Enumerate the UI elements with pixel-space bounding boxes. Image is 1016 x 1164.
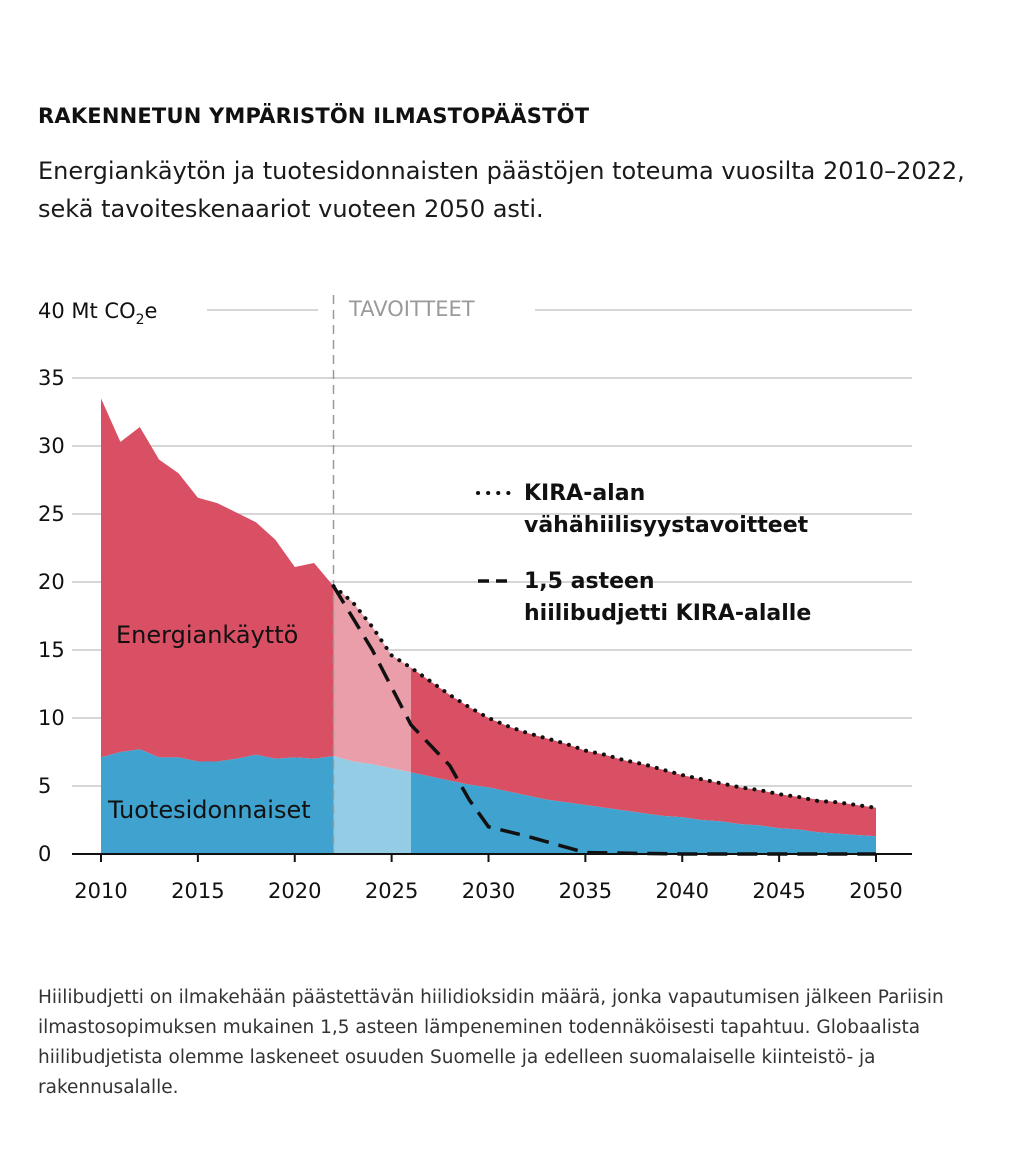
legend: KIRA-alan vähähiilisyystavoitteet 1,5 as… [476,481,811,626]
y-tick-label: 5 [38,774,51,798]
legend-dotted-line2: vähähiilisyystavoitteet [524,513,809,538]
x-tick-label: 2010 [74,879,127,903]
energy-area-target [333,586,876,837]
product-area-target [333,756,876,854]
x-tick-label: 2030 [462,879,515,903]
y-unit-label: 40 Mt CO2e [38,299,157,328]
chart-title: RAKENNETUN YMPÄRISTÖN ILMASTOPÄÄSTÖT [38,104,590,128]
x-tick-label: 2015 [171,879,224,903]
product-area-actual [101,749,334,854]
legend-dashed-line2: hiilibudjetti KIRA-alalle [524,601,811,626]
legend-dotted-line1: KIRA-alan [524,481,645,506]
kira-target-dotted-line [331,584,878,810]
x-tick-label: 2025 [365,879,418,903]
x-tick-label: 2050 [849,879,902,903]
y-tick-label: 0 [38,842,51,866]
x-tick-label: 2045 [752,879,805,903]
legend-dashed-line1: 1,5 asteen [524,569,655,594]
x-tick-label: 2020 [268,879,321,903]
y-tick-label: 20 [38,570,65,594]
energy-area-label: Energiankäyttö [116,621,298,649]
y-tick-label: 25 [38,502,65,526]
product-area-label: Tuotesidonnaiset [107,796,311,824]
target-fade-overlay [333,586,411,854]
x-tick-label: 2035 [559,879,612,903]
x-tick-label: 2040 [656,879,709,903]
energy-area-actual [101,398,334,762]
y-tick-label: 10 [38,706,65,730]
y-tick-label: 15 [38,638,65,662]
chart-subtitle: Energiankäytön ja tuotesidonnaisten pääs… [38,157,965,223]
y-tick-label: 30 [38,434,65,458]
footnote: Hiilibudjetti on ilmakehään päästettävän… [38,987,944,1098]
target-period-label: TAVOITTEET [348,297,475,321]
y-tick-label: 35 [38,366,65,390]
stacked-areas [101,398,876,854]
